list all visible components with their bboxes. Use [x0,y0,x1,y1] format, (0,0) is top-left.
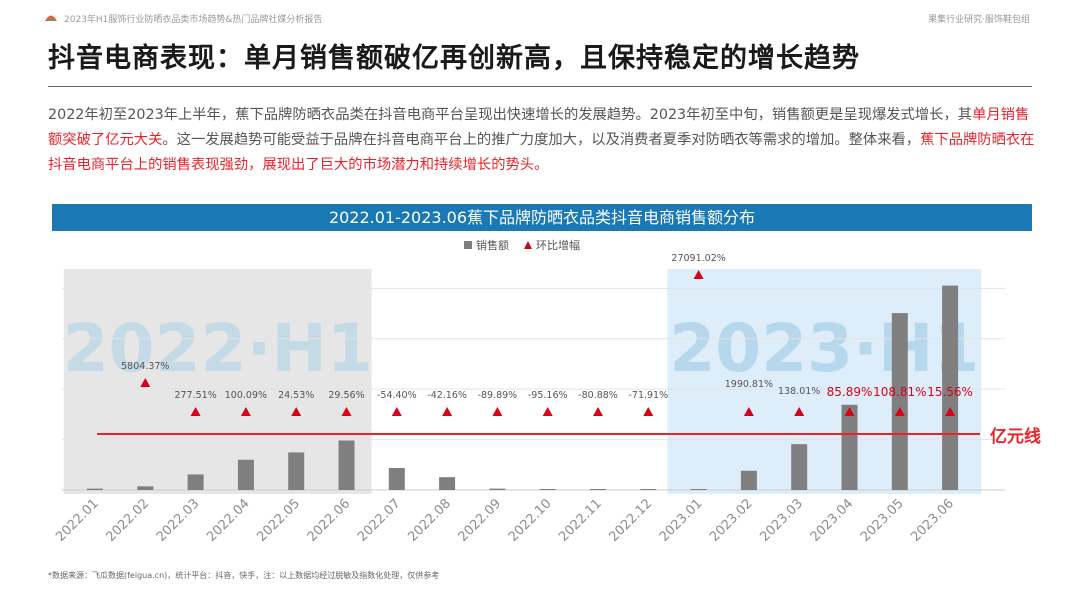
bar-2022.06 [338,440,355,490]
growth-label-2022.09: -89.89% [478,390,518,401]
bar-2023.04 [841,404,858,490]
marker-2022.09 [492,407,503,416]
legend-swatch-sales [464,241,472,249]
bar-2023.05 [891,313,908,490]
page-title: 抖音电商表现：单月销售额破亿再创新高，且保持稳定的增长趋势 [48,43,860,74]
growth-label-2022.05: 24.53% [278,390,314,401]
x-tick-2022.09: 2022.09 [456,496,505,545]
x-tick-2022.01: 2022.01 [53,496,102,545]
marker-2022.10 [542,407,553,416]
bar-2022.05 [288,452,305,490]
description-text-1: 2022年初至2023年上半年，蕉下品牌防晒衣品类在抖音电商平台呈现出快速增长的… [48,107,973,123]
bar-2022.08 [439,477,456,490]
top-bar: 2023年H1服饰行业防晒衣品类市场趋势&热门品牌社媒分析报告 果集行业研究·服… [0,0,1080,30]
x-tick-2022.02: 2022.02 [104,496,153,545]
x-tick-2022.06: 2022.06 [305,496,354,545]
bar-2022.10 [539,489,556,490]
growth-label-2023.02: 1990.81% [725,379,773,390]
logo-icon [45,15,57,21]
bar-2023.02 [740,470,757,490]
region-2 [667,269,982,494]
bar-2022.04 [237,459,254,490]
marker-2022.04 [240,407,251,416]
growth-label-2023.05: 108.81% [873,385,926,399]
x-tick-2023.06: 2023.06 [908,496,957,545]
growth-label-2022.03: 277.51% [174,390,216,401]
marker-2023.05 [894,407,905,416]
growth-label-2022.06: 29.56% [328,390,364,401]
description-highlight-1: 单月销售额突破了亿元大关 [48,107,1030,148]
bar-2023.01 [690,488,707,490]
region-label-2: 2023·H1 [669,310,979,387]
description-highlight-2: 蕉下品牌防晒衣在抖音电商平台上的销售表现强劲，展现出了巨大的市场潜力和持续增长的… [48,132,1035,173]
marker-2022.07 [391,407,402,416]
x-tick-2022.05: 2022.05 [254,496,303,545]
marker-2022.02 [140,378,151,387]
region-1 [63,269,372,494]
x-tick-2022.03: 2022.03 [154,496,203,545]
bar-2022.03 [187,474,204,490]
marker-2022.05 [291,407,302,416]
description-text-2: 。这一发展趋势可能受益于品牌在抖音电商平台上的推广力度加大，以及消费者夏季对防晒… [162,132,921,148]
report-title: 2023年H1服饰行业防晒衣品类市场趋势&热门品牌社媒分析报告 [64,15,323,25]
x-tick-2023.05: 2023.05 [858,496,907,545]
marker-2023.06 [945,407,956,416]
growth-label-2022.08: -42.16% [427,390,467,401]
bar-2023.03 [791,444,808,490]
chart-title: 2022.01-2023.06蕉下品牌防晒衣品类抖音电商销售额分布 [52,204,1032,231]
x-tick-2023.04: 2023.04 [808,496,857,545]
bar-2022.02 [137,486,154,490]
x-tick-2022.11: 2022.11 [556,496,605,545]
bar-2022.12 [640,489,657,490]
marker-2022.03 [190,407,201,416]
x-tick-2022.04: 2022.04 [204,496,253,545]
growth-label-2022.04: 100.09% [225,390,267,401]
marker-2022.08 [442,407,453,416]
growth-label-2023.04: 85.89% [827,385,873,399]
legend-label-sales: 销售额 [476,238,509,252]
legend-label-growth: 环比增幅 [536,238,580,252]
marker-2023.03 [794,407,805,416]
bar-2022.09 [489,488,506,490]
growth-label-2023.03: 138.01% [778,386,820,397]
marker-2023.02 [743,407,754,416]
growth-label-2023.01: 27091.02% [671,253,725,264]
title-divider [48,86,1032,87]
brand-label: 果集行业研究·服饰鞋包组 [928,15,1030,25]
bar-2022.11 [590,489,606,490]
growth-label-2022.10: -95.16% [528,390,568,401]
growth-label-2022.02: 5804.37% [121,361,169,372]
growth-label-2023.06: 15.56% [927,385,973,399]
growth-label-2022.11: -80.88% [578,390,618,401]
legend-swatch-growth [524,241,532,249]
bar-2022.07 [388,468,405,490]
x-tick-2023.03: 2023.03 [757,496,806,545]
x-tick-2022.07: 2022.07 [355,496,404,545]
description: 2022年初至2023年上半年，蕉下品牌防晒衣品类在抖音电商平台呈现出快速增长的… [48,103,1038,178]
marker-2022.11 [593,407,603,416]
bar-2023.06 [942,285,959,490]
marker-2023.01 [693,270,704,279]
growth-label-2022.07: -54.40% [377,390,417,401]
region-label-1: 2022·H1 [63,310,373,387]
marker-2023.04 [844,407,855,416]
x-tick-2022.10: 2022.10 [506,496,555,545]
footnote: *数据来源：飞瓜数据(feigua.cn)，统计平台：抖音，快手，注：以上数据均… [48,571,440,580]
reference-line-label: 亿元线 [990,426,1041,447]
growth-label-2022.12: -71.91% [628,390,668,401]
marker-2022.12 [643,407,654,416]
x-tick-2023.01: 2023.01 [657,496,706,545]
x-tick-2022.12: 2022.12 [607,496,656,545]
x-tick-2023.02: 2023.02 [707,496,756,545]
x-tick-2022.08: 2022.08 [405,496,454,545]
bar-2022.01 [87,488,103,490]
marker-2022.06 [341,407,352,416]
